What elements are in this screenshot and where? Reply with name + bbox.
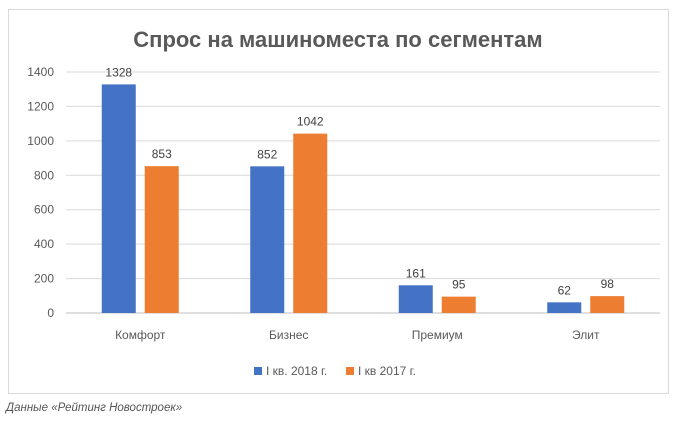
y-tick-label: 0 xyxy=(47,306,54,320)
y-tick-label: 800 xyxy=(34,168,54,182)
bar-2018 xyxy=(398,285,433,313)
legend-swatch xyxy=(346,367,354,375)
x-tick-label: Комфорт xyxy=(115,328,166,342)
y-tick-label: 1000 xyxy=(27,134,54,148)
data-label: 1328 xyxy=(105,65,132,79)
bar-2018 xyxy=(250,166,285,313)
source-caption: Данные «Рейтинг Новостроек» xyxy=(6,402,183,414)
bar-2017 xyxy=(144,166,179,313)
data-label: 98 xyxy=(601,277,615,291)
chart-title: Спрос на машиноместа по сегментам xyxy=(133,27,542,52)
x-tick-label: Элит xyxy=(572,328,600,342)
chart-frame xyxy=(8,9,669,394)
x-tick-label: Бизнес xyxy=(269,328,308,342)
data-label: 95 xyxy=(452,278,466,292)
legend-swatch xyxy=(254,367,262,375)
data-label: 853 xyxy=(152,147,172,161)
legend-label: I кв 2017 г. xyxy=(358,364,416,378)
y-tick-label: 1200 xyxy=(27,99,54,113)
bar-2018 xyxy=(101,84,136,313)
bar-2017 xyxy=(293,133,328,313)
y-tick-label: 600 xyxy=(34,203,54,217)
y-tick-label: 1400 xyxy=(27,65,54,79)
data-label: 161 xyxy=(406,266,426,280)
data-label: 852 xyxy=(257,147,277,161)
y-tick-label: 400 xyxy=(34,237,54,251)
legend-label: I кв. 2018 г. xyxy=(266,364,327,378)
data-label: 1042 xyxy=(297,115,324,129)
bar-2018 xyxy=(547,302,582,313)
y-tick-label: 200 xyxy=(34,272,54,286)
data-label: 62 xyxy=(558,283,572,297)
bar-chart: Спрос на машиноместа по сегментам 0 200 400… xyxy=(27,27,660,378)
bar-2017 xyxy=(590,296,625,313)
bar-2017 xyxy=(441,296,476,313)
x-tick-label: Премиум xyxy=(412,328,463,342)
